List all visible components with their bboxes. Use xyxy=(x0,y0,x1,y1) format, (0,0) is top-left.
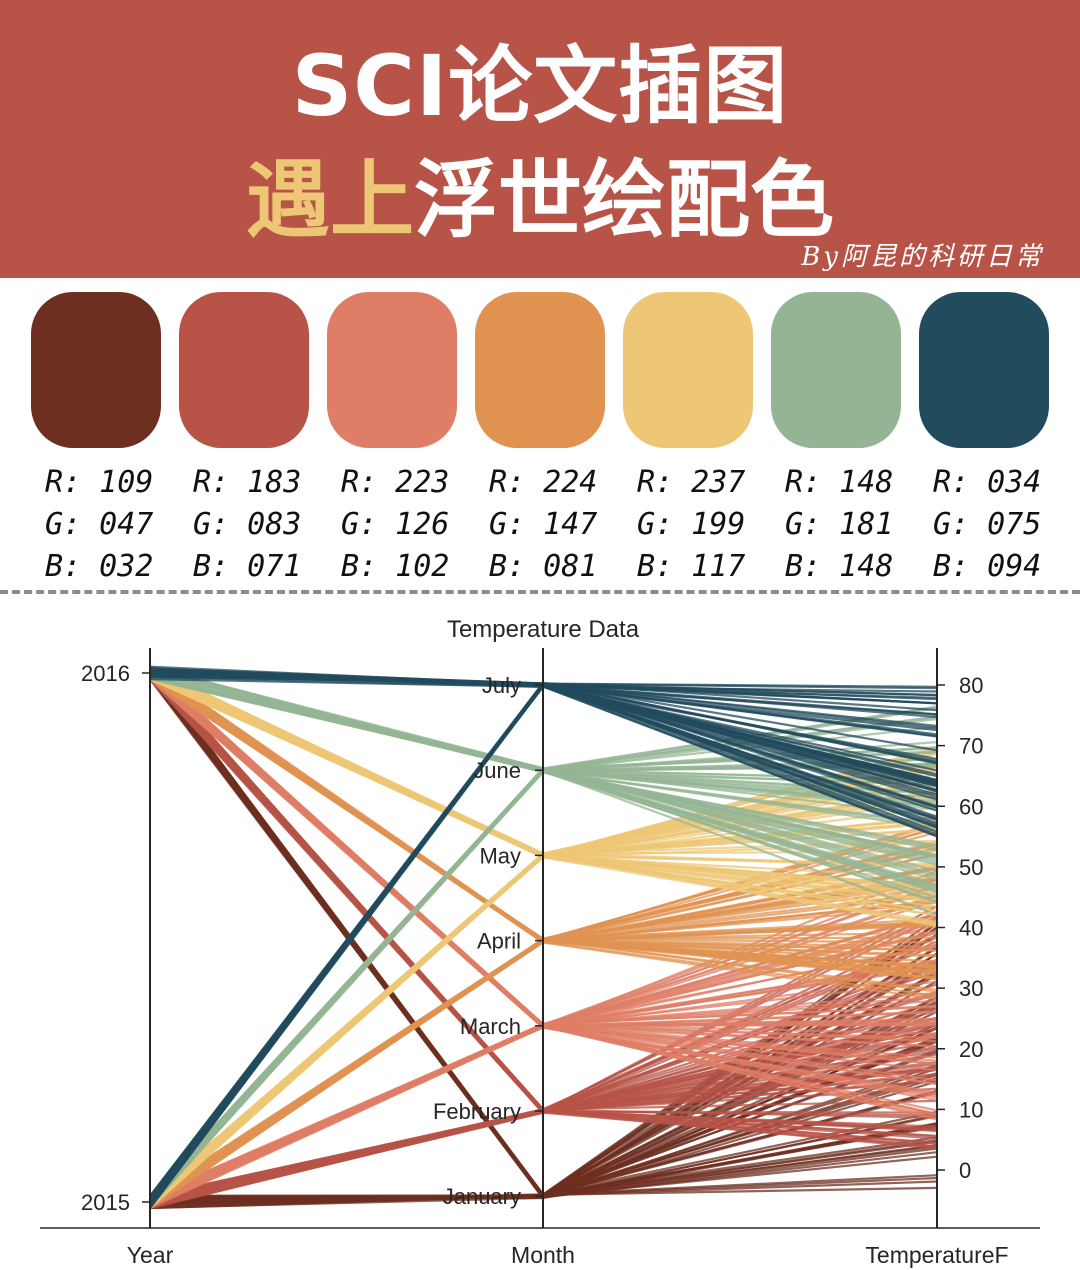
axis-label-year: Year xyxy=(127,1242,174,1268)
rgb-r-value: R: 224 xyxy=(489,465,598,500)
rgb-r-value: R: 237 xyxy=(637,465,746,500)
rgb-b-value: B: 081 xyxy=(489,549,598,584)
axis-label-temperaturef: TemperatureF xyxy=(865,1242,1008,1268)
rgb-column-1: R: 109 G: 047 B: 032 xyxy=(45,462,185,588)
temperature-tick-label: 60 xyxy=(959,794,983,819)
swatch-6 xyxy=(771,292,901,448)
rgb-column-3: R: 223 G: 126 B: 102 xyxy=(341,462,481,588)
rgb-g-value: G: 083 xyxy=(193,507,302,542)
temperature-tick-label: 10 xyxy=(959,1097,983,1122)
swatch-5 xyxy=(623,292,753,448)
rgb-g-value: G: 199 xyxy=(637,507,746,542)
parallel-coordinates-chart: Temperature Data 2015 2016 January February M… xyxy=(40,616,1040,1268)
temperature-tick-label: 0 xyxy=(959,1158,971,1183)
rgb-column-5: R: 237 G: 199 B: 117 xyxy=(637,462,777,588)
rgb-b-value: B: 071 xyxy=(193,549,302,584)
month-tick-label: May xyxy=(479,843,521,868)
temperature-tick-label: 40 xyxy=(959,916,983,941)
rgb-g-value: G: 147 xyxy=(489,507,598,542)
month-tick-label: February xyxy=(433,1099,521,1124)
rgb-b-value: B: 148 xyxy=(785,549,894,584)
month-tick-label: July xyxy=(482,673,521,698)
year-tick-label: 2015 xyxy=(81,1190,130,1215)
swatch-7 xyxy=(919,292,1049,448)
rgb-b-value: B: 117 xyxy=(637,549,746,584)
rgb-r-value: R: 148 xyxy=(785,465,894,500)
chart-title: Temperature Data xyxy=(447,616,640,643)
color-swatches xyxy=(0,292,1080,452)
byline: By阿昆的科研日常 xyxy=(801,242,1044,272)
rgb-b-value: B: 102 xyxy=(341,549,450,584)
rgb-g-value: G: 181 xyxy=(785,507,894,542)
temperature-tick-label: 50 xyxy=(959,855,983,880)
title-rest: 浮世绘配色 xyxy=(414,151,835,249)
rgb-r-value: R: 183 xyxy=(193,465,302,500)
swatch-1 xyxy=(31,292,161,448)
header-banner: SCI论文插图 遇上浮世绘配色 By阿昆的科研日常 xyxy=(0,0,1080,278)
rgb-g-value: G: 075 xyxy=(933,507,1042,542)
swatch-4 xyxy=(475,292,605,448)
temperature-tick-label: 70 xyxy=(959,734,983,759)
month-tick-label: June xyxy=(473,758,521,783)
month-tick-label: January xyxy=(443,1184,521,1209)
title-line-1: SCI论文插图 xyxy=(291,37,789,135)
rgb-column-6: R: 148 G: 181 B: 148 xyxy=(785,462,925,588)
rgb-b-value: B: 032 xyxy=(45,549,154,584)
rgb-g-value: G: 047 xyxy=(45,507,154,542)
rgb-b-value: B: 094 xyxy=(933,549,1042,584)
rgb-column-7: R: 034 G: 075 B: 094 xyxy=(933,462,1073,588)
month-tick-label: April xyxy=(477,929,521,954)
polylines-layer xyxy=(149,665,938,1210)
rgb-r-value: R: 034 xyxy=(933,465,1042,500)
axis-label-month: Month xyxy=(511,1242,575,1268)
year-tick-label: 2016 xyxy=(81,661,130,686)
dashed-divider xyxy=(0,590,1080,594)
title-highlight: 遇上 xyxy=(245,151,414,249)
rgb-column-2: R: 183 G: 083 B: 071 xyxy=(193,462,333,588)
temperature-tick-label: 20 xyxy=(959,1037,983,1062)
temperature-tick-label: 80 xyxy=(959,673,983,698)
temperature-tick-label: 30 xyxy=(959,976,983,1001)
swatch-3 xyxy=(327,292,457,448)
rgb-r-value: R: 223 xyxy=(341,465,450,500)
title-line-2: 遇上浮世绘配色 xyxy=(0,150,1080,250)
month-tick-label: March xyxy=(460,1014,521,1039)
rgb-r-value: R: 109 xyxy=(45,465,154,500)
rgb-column-4: R: 224 G: 147 B: 081 xyxy=(489,462,629,588)
swatch-2 xyxy=(179,292,309,448)
rgb-g-value: G: 126 xyxy=(341,507,450,542)
